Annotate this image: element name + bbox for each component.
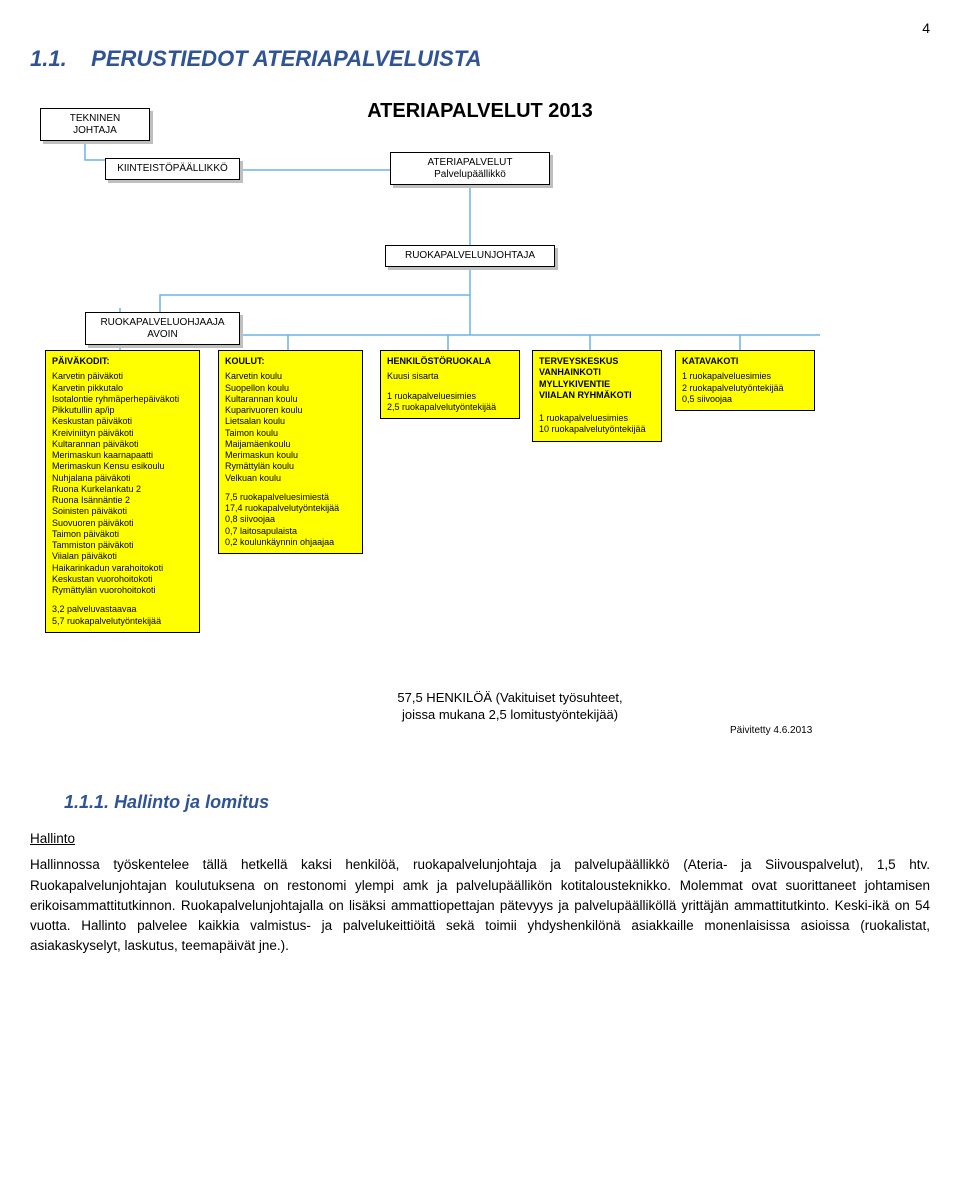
list-item: Maijamäenkoulu <box>225 439 356 450</box>
updated-text: Päivitetty 4.6.2013 <box>730 725 812 736</box>
list-item: Merimaskun koulu <box>225 450 356 461</box>
section-heading: 1.1. PERUSTIEDOT ATERIAPALVELUISTA <box>30 46 930 72</box>
list-item: Ruona Kurkelankatu 2 <box>52 484 193 495</box>
leaf-header: KATAVAKOTI <box>682 356 808 367</box>
summary-l1: 57,5 HENKILÖÄ (Vakituiset työsuhteet, <box>330 690 690 707</box>
list-item: Isotalontie ryhmäperhepäiväkoti <box>52 394 193 405</box>
leaf-footer: 1 ruokapalveluesimies2,5 ruokapalvelutyö… <box>387 391 513 414</box>
list-item: Soinisten päiväkoti <box>52 506 193 517</box>
leaf-terveyskeskus: TERVEYSKESKUSVANHAINKOTIMYLLYKIVENTIEVII… <box>532 350 662 442</box>
list-item: Suovuoren päiväkoti <box>52 518 193 529</box>
list-item: Merimaskun kaarnapaatti <box>52 450 193 461</box>
leaf-footer: 7,5 ruokapalveluesimiestä17,4 ruokapalve… <box>225 492 356 548</box>
list-item: Rymättylän koulu <box>225 461 356 472</box>
list-item: Karvetin pikkutalo <box>52 383 193 394</box>
label-l2: Palvelupäällikkö <box>397 169 543 181</box>
label: TEKNINEN JOHTAJA <box>70 113 121 136</box>
list-item: Keskustan päiväkoti <box>52 416 193 427</box>
list-item: Suopellon koulu <box>225 383 356 394</box>
leaf-henkilostoruokala: HENKILÖSTÖRUOKALA Kuusi sisarta 1 ruokap… <box>380 350 520 419</box>
list-item: Kuparivuoren koulu <box>225 405 356 416</box>
list-item: Kultarannan päiväkoti <box>52 439 193 450</box>
list-item: Taimon koulu <box>225 428 356 439</box>
box-ateriapalvelut: ATERIAPALVELUT Palvelupäällikkö <box>390 152 550 185</box>
list-item: VIIALAN RYHMÄKOTI <box>539 390 655 401</box>
list-item: Tammiston päiväkoti <box>52 540 193 551</box>
list-item: 17,4 ruokapalvelutyöntekijää <box>225 503 356 514</box>
list-item: Pikkutullin ap/ip <box>52 405 193 416</box>
list-item: VANHAINKOTI <box>539 367 655 378</box>
subheading-text: Hallinto ja lomitus <box>114 792 269 812</box>
list-item: Kuusi sisarta <box>387 371 513 382</box>
label-l2: AVOIN <box>92 329 233 341</box>
heading-text: PERUSTIEDOT ATERIAPALVELUISTA <box>91 46 481 71</box>
leaf-katavakoti: KATAVAKOTI 1 ruokapalveluesimies2 ruokap… <box>675 350 815 411</box>
list-item: 1 ruokapalveluesimies <box>539 413 655 424</box>
list-item: Velkuan koulu <box>225 473 356 484</box>
heading-prefix: 1.1. <box>30 46 67 71</box>
box-kiinteistopaallikko: KIINTEISTÖPÄÄLLIKKÖ <box>105 158 240 180</box>
leaf-header: KOULUT: <box>225 356 356 367</box>
list-item: 0,5 siivoojaa <box>682 394 808 405</box>
box-ruokapalveluohjaaja: RUOKAPALVELUOHJAAJA AVOIN <box>85 312 240 345</box>
box-tekninen-johtaja: TEKNINEN JOHTAJA <box>40 108 150 141</box>
label: RUOKAPALVELUNJOHTAJA <box>405 250 535 261</box>
list-item: 5,7 ruokapalvelutyöntekijää <box>52 616 193 627</box>
list-item: Kultarannan koulu <box>225 394 356 405</box>
org-chart: ATERIAPALVELUT 2013 TEKNINEN JOHTAJA KII… <box>30 90 930 770</box>
body-paragraph: Hallinto Hallinnossa työskentelee tällä … <box>30 829 930 957</box>
leaf-footer: 3,2 palveluvastaavaa5,7 ruokapalvelutyön… <box>52 604 193 627</box>
list-item: Lietsalan koulu <box>225 416 356 427</box>
leaf-footer: 1 ruokapalveluesimies2 ruokapalvelutyönt… <box>682 371 808 405</box>
label-l1: RUOKAPALVELUOHJAAJA <box>92 317 233 329</box>
list-item: Rymättylän vuorohoitokoti <box>52 585 193 596</box>
list-item: 2,5 ruokapalvelutyöntekijää <box>387 402 513 413</box>
label-l1: ATERIAPALVELUT <box>397 157 543 169</box>
list-item: Nuhjalana päiväkoti <box>52 473 193 484</box>
list-item: 7,5 ruokapalveluesimiestä <box>225 492 356 503</box>
leaf-footer: 1 ruokapalveluesimies10 ruokapalvelutyön… <box>539 413 655 436</box>
list-item: Haikarinkadun varahoitokoti <box>52 563 193 574</box>
subheading-prefix: 1.1.1. <box>64 792 109 812</box>
leaf-paivakodit: PÄIVÄKODIT: Karvetin päiväkotiKarvetin p… <box>45 350 200 633</box>
box-ruokapalvelunjohtaja: RUOKAPALVELUNJOHTAJA <box>385 245 555 267</box>
list-item: 0,8 siivoojaa <box>225 514 356 525</box>
leaf-koulut: KOULUT: Karvetin kouluSuopellon kouluKul… <box>218 350 363 554</box>
list-item: 10 ruokapalvelutyöntekijää <box>539 424 655 435</box>
page-number: 4 <box>30 20 930 36</box>
list-item: Keskustan vuorohoitokoti <box>52 574 193 585</box>
list-item: MYLLYKIVENTIE <box>539 379 655 390</box>
leaf-header: PÄIVÄKODIT: <box>52 356 193 367</box>
subsection-heading: 1.1.1. Hallinto ja lomitus <box>64 792 930 813</box>
para-text: Hallinnossa työskentelee tällä hetkellä … <box>30 857 930 953</box>
list-item: Karvetin päiväkoti <box>52 371 193 382</box>
list-item: Kreiviniityn päiväkoti <box>52 428 193 439</box>
leaf-list: Karvetin kouluSuopellon kouluKultarannan… <box>225 371 356 484</box>
list-item: TERVEYSKESKUS <box>539 356 655 367</box>
leaf-list: Kuusi sisarta <box>387 371 513 382</box>
list-item: 2 ruokapalvelutyöntekijää <box>682 383 808 394</box>
list-item: Viialan päiväkoti <box>52 551 193 562</box>
list-item: Merimaskun Kensu esikoulu <box>52 461 193 472</box>
para-title: Hallinto <box>30 829 930 849</box>
list-item: 1 ruokapalveluesimies <box>682 371 808 382</box>
list-item: 3,2 palveluvastaavaa <box>52 604 193 615</box>
list-item: 0,7 laitosapulaista <box>225 526 356 537</box>
leaf-header: HENKILÖSTÖRUOKALA <box>387 356 513 367</box>
list-item: Karvetin koulu <box>225 371 356 382</box>
list-item: 0,2 koulunkäynnin ohjaajaa <box>225 537 356 548</box>
org-chart-title: ATERIAPALVELUT 2013 <box>30 100 930 123</box>
list-item: Taimon päiväkoti <box>52 529 193 540</box>
list-item: 1 ruokapalveluesimies <box>387 391 513 402</box>
summary-text: 57,5 HENKILÖÄ (Vakituiset työsuhteet, jo… <box>330 690 690 724</box>
leaf-header: TERVEYSKESKUSVANHAINKOTIMYLLYKIVENTIEVII… <box>539 356 655 401</box>
label: KIINTEISTÖPÄÄLLIKKÖ <box>117 163 228 174</box>
leaf-list: Karvetin päiväkotiKarvetin pikkutaloIsot… <box>52 371 193 596</box>
summary-l2: joissa mukana 2,5 lomitustyöntekijää) <box>330 707 690 724</box>
list-item: Ruona Isännäntie 2 <box>52 495 193 506</box>
